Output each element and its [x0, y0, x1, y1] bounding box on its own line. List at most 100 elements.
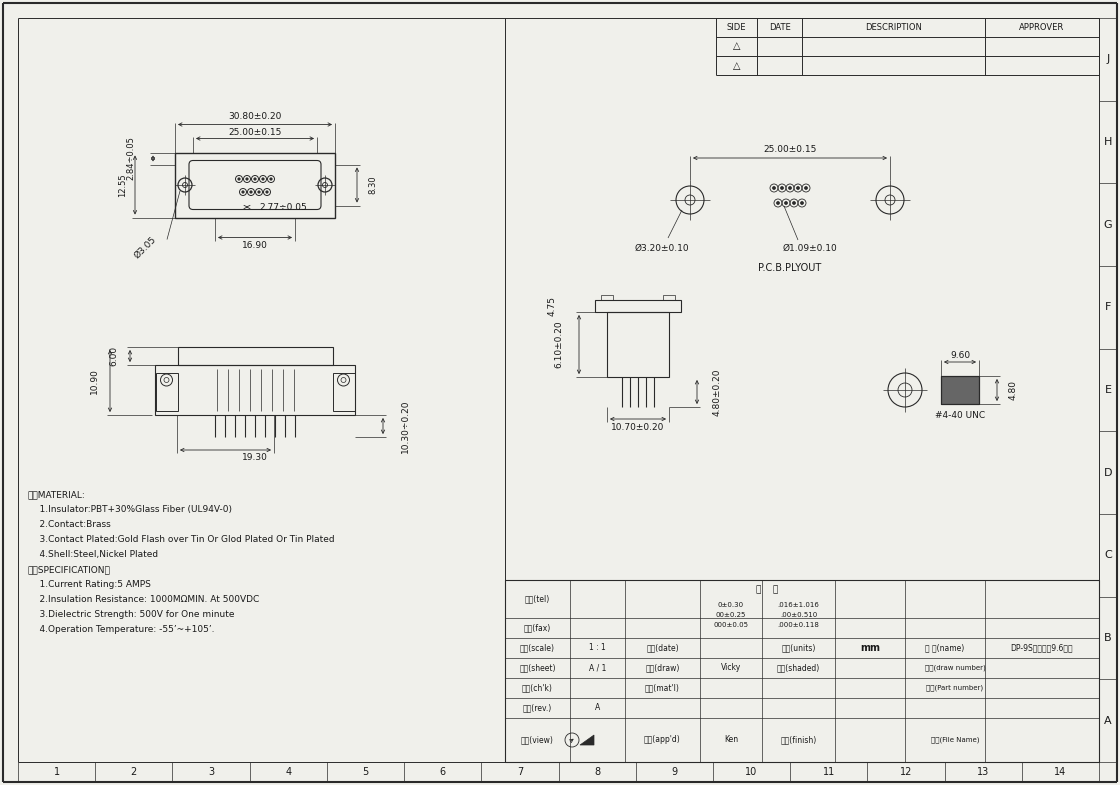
- Text: Ø1.09±0.10: Ø1.09±0.10: [783, 243, 838, 253]
- Text: 图 名(name): 图 名(name): [925, 644, 964, 652]
- Text: 9.60: 9.60: [950, 350, 970, 360]
- Bar: [333, 373, 355, 411]
- Text: 0±0.30: 0±0.30: [718, 602, 744, 608]
- Circle shape: [781, 187, 784, 189]
- Text: 处理(finish): 处理(finish): [781, 736, 816, 744]
- Text: DATE: DATE: [768, 23, 791, 32]
- Text: 6: 6: [440, 767, 446, 777]
- Text: 4.75: 4.75: [548, 296, 557, 316]
- Text: 图号(draw number): 图号(draw number): [925, 665, 986, 671]
- Text: A: A: [595, 703, 600, 713]
- Text: 比例(scale): 比例(scale): [520, 644, 556, 652]
- Circle shape: [245, 177, 249, 181]
- Bar: [601, 295, 613, 300]
- Text: 单位(units): 单位(units): [782, 644, 815, 652]
- Text: 12.55: 12.55: [119, 173, 128, 197]
- Text: Vicky: Vicky: [721, 663, 741, 673]
- Text: 3: 3: [208, 767, 214, 777]
- Text: 10.30÷0.20: 10.30÷0.20: [401, 400, 410, 453]
- Text: 19.30: 19.30: [242, 454, 268, 462]
- Text: DESCRIPTION: DESCRIPTION: [865, 23, 922, 32]
- Text: 公    司: 公 司: [756, 586, 778, 594]
- Circle shape: [265, 191, 268, 193]
- Text: 10: 10: [746, 767, 757, 777]
- Text: 二、SPECIFICATION：: 二、SPECIFICATION：: [28, 565, 111, 574]
- Text: 5: 5: [363, 767, 368, 777]
- Text: 25.00±0.15: 25.00±0.15: [228, 128, 282, 137]
- Text: 审核(ch'k): 审核(ch'k): [522, 684, 553, 692]
- Text: 版次(rev.): 版次(rev.): [523, 703, 552, 713]
- Text: 视图(view): 视图(view): [521, 736, 554, 744]
- Text: 3.Dielectric Strength: 500V for One minute: 3.Dielectric Strength: 500V for One minu…: [28, 610, 234, 619]
- Text: A / 1: A / 1: [589, 663, 606, 673]
- Text: 4.80±0.20: 4.80±0.20: [712, 368, 721, 416]
- Text: 颜色(shaded): 颜色(shaded): [777, 663, 820, 673]
- Circle shape: [796, 187, 800, 189]
- Text: 9: 9: [671, 767, 678, 777]
- Text: 00±0.25: 00±0.25: [716, 612, 746, 618]
- Text: J: J: [1107, 54, 1110, 64]
- Text: G: G: [1103, 220, 1112, 230]
- Text: 1 : 1: 1 : 1: [589, 644, 606, 652]
- Circle shape: [788, 187, 792, 189]
- Text: E: E: [1104, 385, 1111, 395]
- Text: 6.00: 6.00: [110, 346, 119, 366]
- Text: H: H: [1104, 137, 1112, 147]
- Text: 3.Contact Plated:Gold Flash over Tin Or Glod Plated Or Tin Plated: 3.Contact Plated:Gold Flash over Tin Or …: [28, 535, 335, 544]
- Text: 16.90: 16.90: [242, 241, 268, 250]
- Circle shape: [773, 187, 775, 189]
- Text: 4.Operation Temperature: -55’~+105’.: 4.Operation Temperature: -55’~+105’.: [28, 625, 215, 634]
- Text: 8.30: 8.30: [368, 176, 377, 195]
- Text: Ken: Ken: [724, 736, 738, 744]
- Bar: [156, 373, 177, 411]
- Text: 2.Insulation Resistance: 1000MΩMIN. At 500VDC: 2.Insulation Resistance: 1000MΩMIN. At 5…: [28, 595, 259, 604]
- Circle shape: [242, 191, 244, 193]
- Text: 2.Contact:Brass: 2.Contact:Brass: [28, 520, 111, 529]
- Text: 14: 14: [1054, 767, 1066, 777]
- Text: 6.10±0.20: 6.10±0.20: [554, 321, 563, 368]
- Text: #4-40 UNC: #4-40 UNC: [935, 411, 986, 421]
- Text: C: C: [1104, 550, 1112, 560]
- Circle shape: [270, 177, 272, 181]
- Text: F: F: [1104, 302, 1111, 312]
- Circle shape: [254, 177, 256, 181]
- Bar: [941, 376, 979, 404]
- Text: 25.00±0.15: 25.00±0.15: [764, 145, 816, 155]
- Text: 1.Current Rating:5 AMPS: 1.Current Rating:5 AMPS: [28, 580, 151, 589]
- Text: △: △: [732, 60, 740, 71]
- Circle shape: [804, 187, 808, 189]
- Text: Ø3.20±0.10: Ø3.20±0.10: [635, 243, 689, 253]
- Bar: [177, 347, 333, 365]
- Circle shape: [776, 202, 780, 205]
- Text: .016±1.016: .016±1.016: [777, 602, 820, 608]
- Polygon shape: [580, 735, 594, 745]
- Text: 2: 2: [131, 767, 137, 777]
- Text: APPROVER: APPROVER: [1019, 23, 1065, 32]
- Text: .000±0.118: .000±0.118: [777, 622, 820, 628]
- Text: 4.80: 4.80: [1008, 380, 1017, 400]
- Text: 一、MATERIAL:: 一、MATERIAL:: [28, 490, 86, 499]
- Text: 2.77÷0.05: 2.77÷0.05: [259, 203, 307, 211]
- Text: 4: 4: [286, 767, 291, 777]
- Text: P.C.B.PLYOUT: P.C.B.PLYOUT: [758, 263, 822, 273]
- Text: 电话(tel): 电话(tel): [525, 594, 550, 604]
- Text: 图档(File Name): 图档(File Name): [931, 736, 979, 743]
- Text: 7: 7: [516, 767, 523, 777]
- Text: B: B: [1104, 633, 1112, 643]
- Bar: [941, 376, 979, 404]
- Bar: [155, 365, 355, 415]
- Circle shape: [258, 191, 260, 193]
- Text: .00±0.510: .00±0.510: [780, 612, 818, 618]
- Bar: [505, 580, 1099, 762]
- Text: 传真(fax): 传真(fax): [524, 623, 551, 633]
- Text: 1.Insulator:PBT+30%Glass Fiber (UL94V-0): 1.Insulator:PBT+30%Glass Fiber (UL94V-0): [28, 505, 232, 514]
- Text: 材料(mat'l): 材料(mat'l): [645, 684, 680, 692]
- Text: 次数(sheet): 次数(sheet): [520, 663, 556, 673]
- Text: DP-9S锦盘叉掩9.6螺丝: DP-9S锦盘叉掩9.6螺丝: [1010, 644, 1073, 652]
- Text: D: D: [1103, 468, 1112, 477]
- Circle shape: [793, 202, 795, 205]
- Text: △: △: [732, 42, 740, 52]
- Bar: [175, 152, 335, 217]
- Text: 日期(date): 日期(date): [646, 644, 679, 652]
- Circle shape: [250, 191, 252, 193]
